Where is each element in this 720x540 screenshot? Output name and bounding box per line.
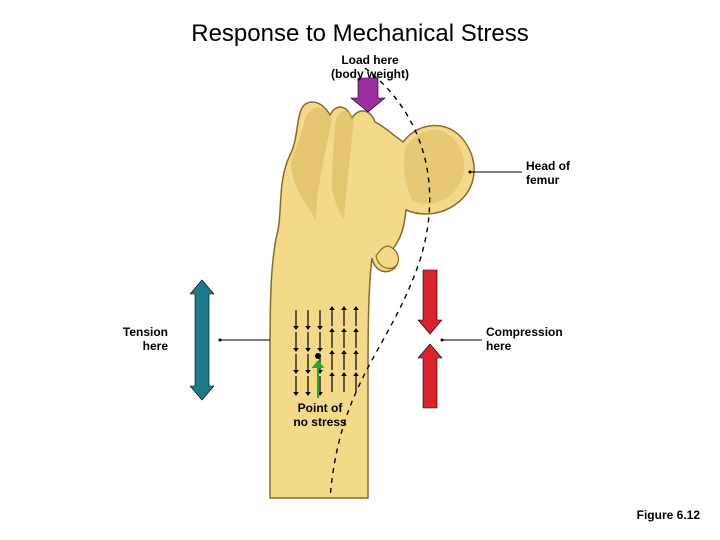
label-head-line1: Head of bbox=[526, 159, 570, 173]
diagram-stage: Load here (body weight) Head of femur Te… bbox=[120, 60, 600, 500]
label-load: Load here (body weight) bbox=[320, 54, 420, 82]
figure-caption: Figure 6.12 bbox=[637, 508, 700, 522]
label-load-line1: Load here bbox=[341, 53, 398, 67]
label-head-line2: femur bbox=[526, 173, 559, 187]
label-no-stress: Point of no stress bbox=[288, 402, 352, 430]
page-title: Response to Mechanical Stress bbox=[0, 20, 720, 48]
label-compression-line2: here bbox=[486, 339, 511, 353]
label-no-stress-line2: no stress bbox=[293, 415, 346, 429]
label-no-stress-line1: Point of bbox=[298, 401, 343, 415]
label-tension-line2: here bbox=[143, 339, 168, 353]
label-compression: Compression here bbox=[486, 326, 576, 354]
label-tension-line1: Tension bbox=[123, 325, 168, 339]
label-head-of-femur: Head of femur bbox=[526, 160, 596, 188]
bone-diagram bbox=[120, 60, 600, 500]
label-load-line2: (body weight) bbox=[331, 67, 409, 81]
label-tension: Tension here bbox=[108, 326, 168, 354]
label-compression-line1: Compression bbox=[486, 325, 563, 339]
